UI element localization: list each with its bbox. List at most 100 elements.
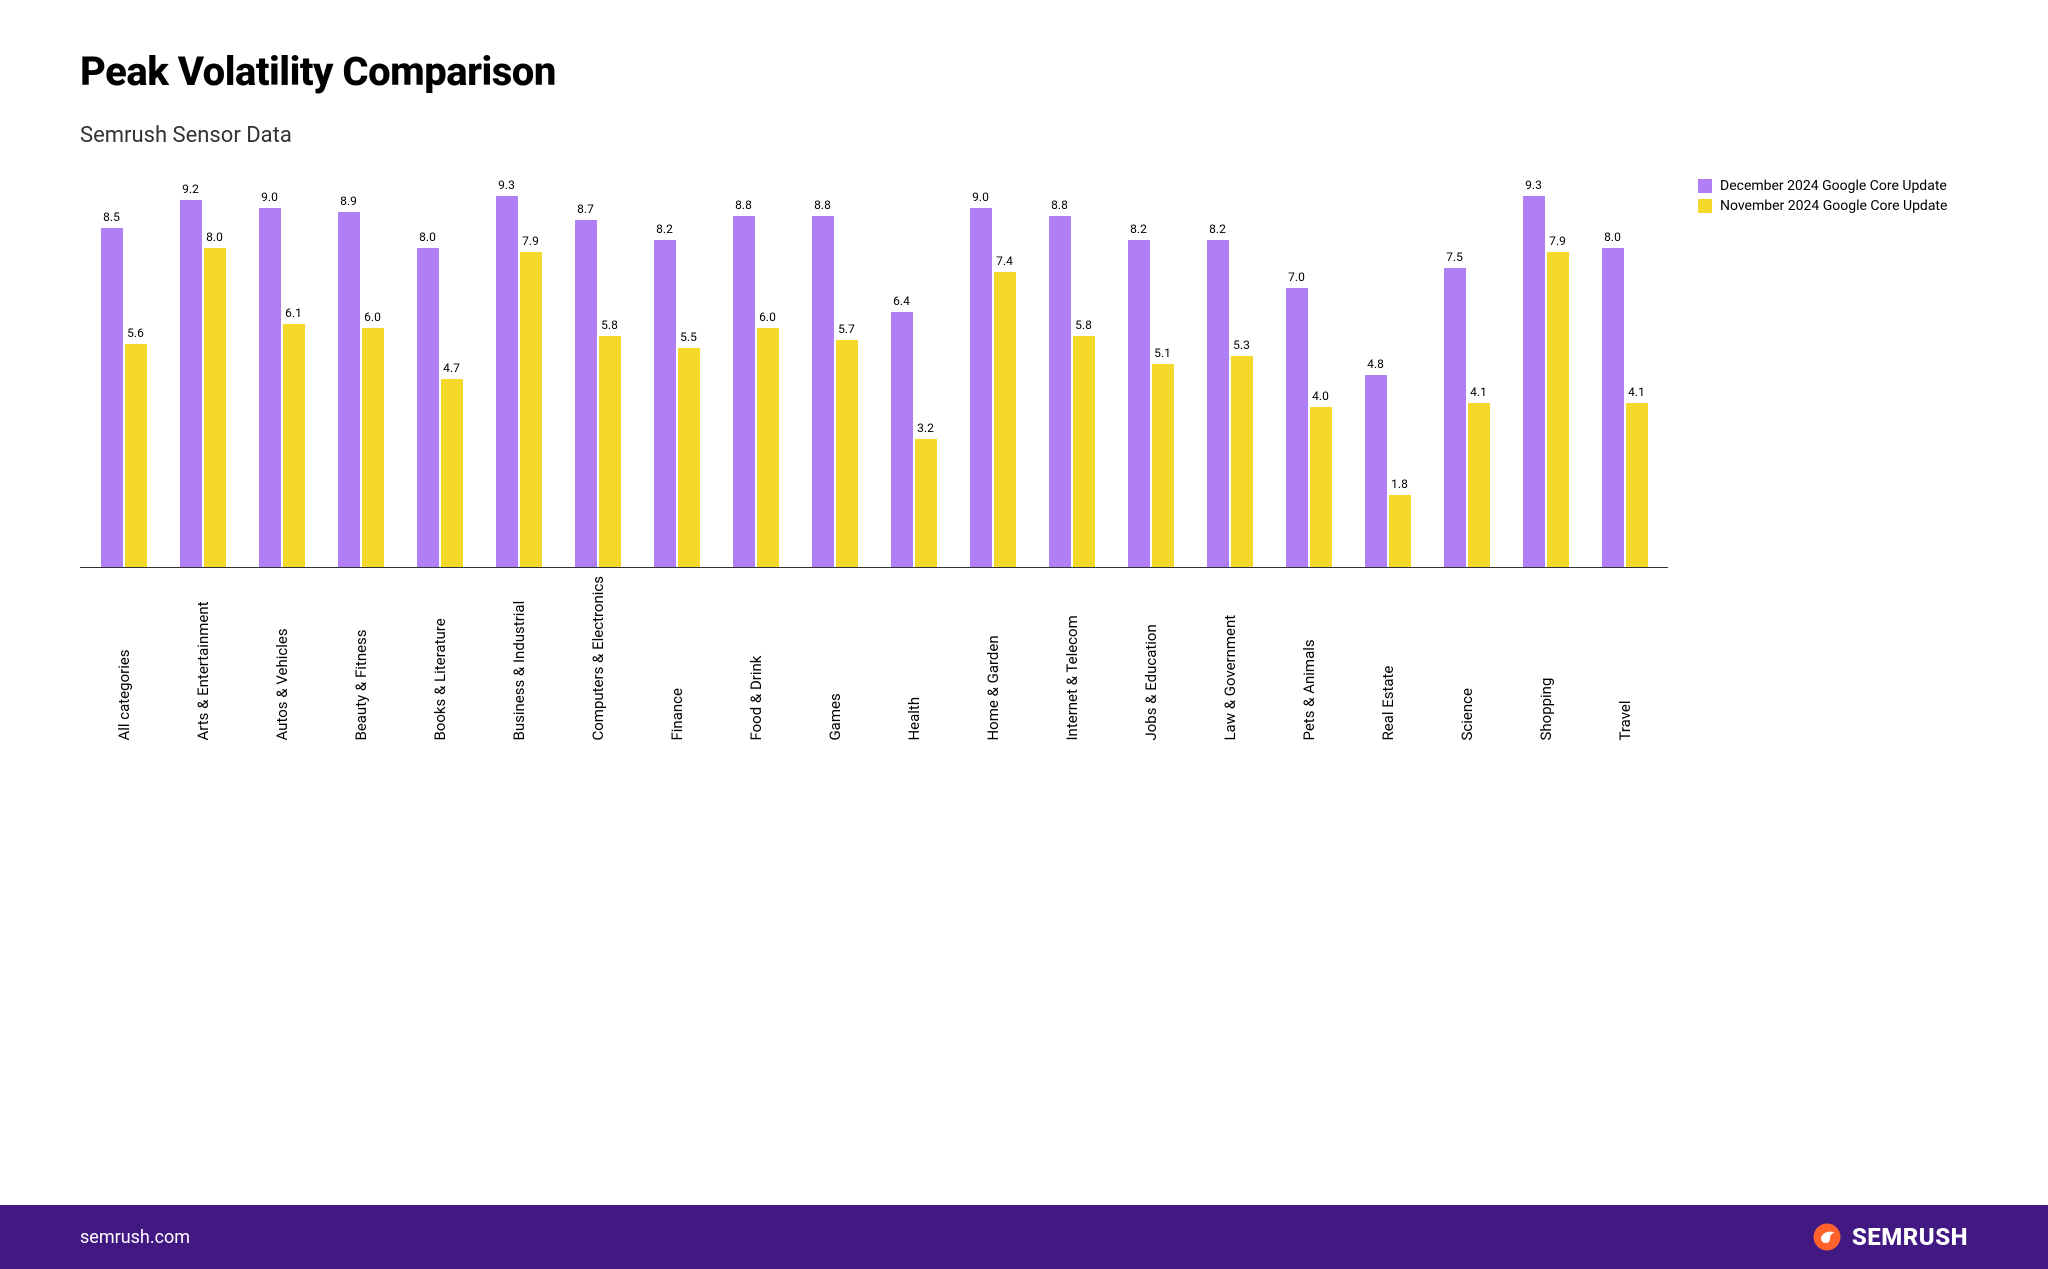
bar-value-label: 7.4 [996,254,1013,268]
x-axis-cell: Books & Literature [400,568,479,741]
bar: 7.5 [1444,268,1466,567]
category-group: 8.0 4.7 [400,168,479,567]
x-axis-label: Shopping [1537,576,1555,741]
x-axis-label: Pets & Animals [1300,576,1318,741]
bar-value-label: 9.0 [972,190,989,204]
bar: 5.5 [678,348,700,567]
chart-area: 8.55.69.28.09.06.18.96.08.04.79.37.98.75… [80,168,1968,741]
bar: 9.3 [496,196,518,567]
bar-value-label: 8.0 [419,230,436,244]
x-axis-cell: Jobs & Education [1111,568,1190,741]
bar-value-label: 6.0 [364,310,381,324]
bar-value-label: 8.5 [103,210,120,224]
bar: 6.1 [283,324,305,567]
bar: 8.8 [1049,216,1071,567]
legend: December 2024 Google Core Update November… [1698,168,1968,218]
bar-value-label: 8.0 [206,230,223,244]
legend-label: December 2024 Google Core Update [1720,178,1947,194]
bar: 1.8 [1389,495,1411,567]
category-group: 8.2 5.5 [637,168,716,567]
category-group: 8.85.7 [795,168,874,567]
bar: 7.9 [520,252,542,567]
page-content: Peak Volatility Comparison Semrush Senso… [0,0,2048,1205]
bar: 8.0 [1602,248,1624,567]
footer-url: semrush.com [80,1227,190,1248]
x-axis-label: Science [1458,576,1476,741]
brand-logo: SEMRUSH [1812,1222,1968,1252]
bar-value-label: 4.8 [1367,357,1384,371]
x-axis-cell: Law & Government [1190,568,1269,741]
bar: 5.3 [1231,356,1253,567]
bar: 6.4 [891,312,913,567]
bar-value-label: 5.3 [1233,338,1250,352]
bar: 8.0 [204,248,226,567]
x-axis-cell: Beauty & Fitness [321,568,400,741]
bar: 4.0 [1310,407,1332,567]
bar-value-label: 5.8 [1075,318,1092,332]
category-group: 9.06.1 [242,168,321,567]
bar: 8.8 [812,216,834,567]
bar-value-label: 5.6 [127,326,144,340]
x-axis-label: Books & Literature [431,576,449,741]
bar-value-label: 4.7 [443,361,460,375]
bar-value-label: 8.2 [656,222,673,236]
bar-value-label: 1.8 [1391,477,1408,491]
bar-value-label: 4.1 [1628,385,1645,399]
legend-item: December 2024 Google Core Update [1698,178,1968,194]
category-group: 7.04.0 [1269,168,1348,567]
bar: 5.8 [599,336,621,567]
x-axis-label: Home & Garden [984,576,1002,741]
bar: 3.2 [915,439,937,567]
x-axis-cell: Home & Garden [953,568,1032,741]
bar: 5.7 [836,340,858,567]
chart-title: Peak Volatility Comparison [80,48,1968,95]
bar-value-label: 8.8 [1051,198,1068,212]
x-axis-label: Food & Drink [747,576,765,741]
bar-value-label: 5.8 [601,318,618,332]
x-axis-label: Arts & Entertainment [194,576,212,741]
x-axis-cell: Food & Drink [716,568,795,741]
bar-value-label: 8.8 [814,198,831,212]
x-axis-cell: Arts & Entertainment [163,568,242,741]
bar: 8.0 [417,248,439,567]
x-axis-label: Health [905,576,923,741]
bar: 9.3 [1523,196,1545,567]
x-axis-cell: Real Estate [1348,568,1427,741]
x-axis-label: Finance [668,576,686,741]
legend-item: November 2024 Google Core Update [1698,198,1968,214]
bar: 6.0 [362,328,384,567]
x-axis-cell: Shopping [1506,568,1585,741]
bar-value-label: 6.1 [285,306,302,320]
legend-label: November 2024 Google Core Update [1720,198,1947,214]
x-axis: All categoriesArts & EntertainmentAutos … [80,568,1668,741]
bar-value-label: 9.3 [498,178,515,192]
bar-value-label: 8.7 [577,202,594,216]
category-group: 8.0 4.1 [1585,168,1664,567]
x-axis-label: Computers & Electronics [589,576,607,741]
bar: 5.8 [1073,336,1095,567]
bar: 8.8 [733,216,755,567]
chart-subtitle: Semrush Sensor Data [80,123,1968,148]
bar-value-label: 7.9 [522,234,539,248]
category-group: 8.85.8 [1032,168,1111,567]
legend-swatch [1698,199,1712,213]
x-axis-label: Business & Industrial [510,576,528,741]
flame-icon [1812,1222,1842,1252]
x-axis-label: Law & Government [1221,576,1239,741]
x-axis-cell: Travel [1585,568,1664,741]
bar-value-label: 7.5 [1446,250,1463,264]
category-group: 8.96.0 [321,168,400,567]
bar: 8.7 [575,220,597,567]
x-axis-cell: Internet & Telecom [1032,568,1111,741]
x-axis-label: Games [826,576,844,741]
bar: 8.2 [1207,240,1229,567]
bar: 8.5 [101,228,123,567]
x-axis-label: Beauty & Fitness [352,576,370,741]
bar-value-label: 6.0 [759,310,776,324]
bar: 9.0 [970,208,992,567]
x-axis-label: Autos & Vehicles [273,576,291,741]
category-group: 8.25.3 [1190,168,1269,567]
brand-text: SEMRUSH [1852,1223,1968,1251]
bar-value-label: 9.3 [1525,178,1542,192]
bar-value-label: 8.0 [1604,230,1621,244]
